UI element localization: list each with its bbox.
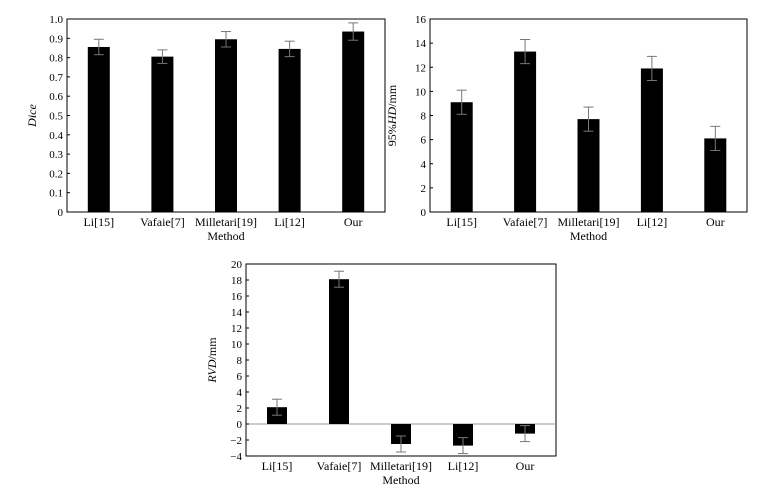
x-tick-label: Vafaie[7] xyxy=(140,215,185,229)
y-tick-label: 0 xyxy=(237,419,243,431)
bar xyxy=(514,51,537,212)
x-tick-label: Li[12] xyxy=(637,215,668,229)
bar xyxy=(704,138,727,212)
bar xyxy=(640,68,663,212)
y-tick-label: 14 xyxy=(231,307,243,319)
y-tick-label: 2 xyxy=(237,403,243,415)
y-tick-label: −2 xyxy=(230,435,242,447)
x-tick-label: Milletari[19] xyxy=(370,459,432,473)
x-tick-label: Li[12] xyxy=(274,215,305,229)
y-tick-label: 0.7 xyxy=(49,72,63,84)
bar xyxy=(329,279,349,424)
bar xyxy=(450,102,473,212)
x-tick-label: Li[12] xyxy=(448,459,479,473)
y-tick-label: 0.8 xyxy=(49,53,63,65)
x-tick-label: Li[15] xyxy=(83,215,114,229)
y-tick-label: 0.9 xyxy=(49,33,63,45)
y-tick-label: 1.0 xyxy=(49,14,63,26)
x-tick-label: Our xyxy=(706,215,725,229)
y-tick-label: 12 xyxy=(415,62,426,74)
y-tick-label: 16 xyxy=(231,291,243,303)
chart-3: −4 −2 0 2 4 6 8 10 12 14 16 18 20 Li[15] Vafaie[7] Mill… xyxy=(205,259,557,487)
y-tick-label: 0 xyxy=(58,207,64,219)
bar xyxy=(342,31,365,213)
bar xyxy=(391,424,411,444)
x-tick-label: Li[15] xyxy=(446,215,477,229)
bar xyxy=(151,56,174,213)
y-tick-label: 0.5 xyxy=(49,111,63,123)
y-tick-label: 12 xyxy=(231,323,242,335)
y-tick-label: 0.4 xyxy=(49,130,63,142)
y-tick-label: 4 xyxy=(421,159,427,171)
y-tick-label: 16 xyxy=(415,14,427,26)
x-tick-label: Vafaie[7] xyxy=(503,215,548,229)
y-tick-label: 8 xyxy=(237,355,243,367)
y-axis-label: 95%HD/mm xyxy=(385,84,399,146)
y-tick-label: 6 xyxy=(237,371,243,383)
y-tick-label: 0 xyxy=(421,207,427,219)
bar xyxy=(215,39,237,212)
y-tick-label: 2 xyxy=(421,183,427,195)
y-axis-label: Dice xyxy=(25,104,39,128)
x-tick-label: Our xyxy=(344,215,363,229)
bar xyxy=(577,119,600,212)
x-tick-label: Vafaie[7] xyxy=(317,459,362,473)
y-axis-label: RVD/mm xyxy=(205,337,219,384)
x-axis-label: Method xyxy=(382,473,419,487)
y-tick-label: 10 xyxy=(231,339,243,351)
x-axis-label: Method xyxy=(570,229,607,243)
y-tick-label: 0.1 xyxy=(49,188,63,200)
y-tick-label: 18 xyxy=(231,275,243,287)
x-axis-label: Method xyxy=(207,229,244,243)
y-tick-label: 10 xyxy=(415,86,427,98)
y-tick-label: 0.6 xyxy=(49,91,63,103)
x-tick-label: Milletari[19] xyxy=(558,215,620,229)
bar xyxy=(278,48,301,212)
x-tick-label: Milletari[19] xyxy=(195,215,257,229)
chart-2: 0 2 4 6 8 10 12 14 16 Li[15] Vafaie[7] Milletari[19… xyxy=(385,14,748,243)
y-tick-label: 8 xyxy=(421,111,427,123)
y-tick-label: 0.2 xyxy=(49,168,63,180)
y-tick-label: 0.3 xyxy=(49,149,63,161)
chart-1: 0 0.1 0.2 0.3 0.4 0.5 0.6 0.7 0.8 0.9 1.0 Li[15] Vaf… xyxy=(25,14,386,243)
x-tick-label: Our xyxy=(516,459,535,473)
y-tick-label: 6 xyxy=(421,135,427,147)
x-tick-label: Li[15] xyxy=(262,459,293,473)
y-tick-label: 4 xyxy=(237,387,243,399)
y-tick-label: 14 xyxy=(415,38,427,50)
y-tick-label: 20 xyxy=(231,259,243,271)
y-tick-label: −4 xyxy=(230,451,242,463)
bar xyxy=(87,46,110,212)
bar xyxy=(453,424,473,446)
